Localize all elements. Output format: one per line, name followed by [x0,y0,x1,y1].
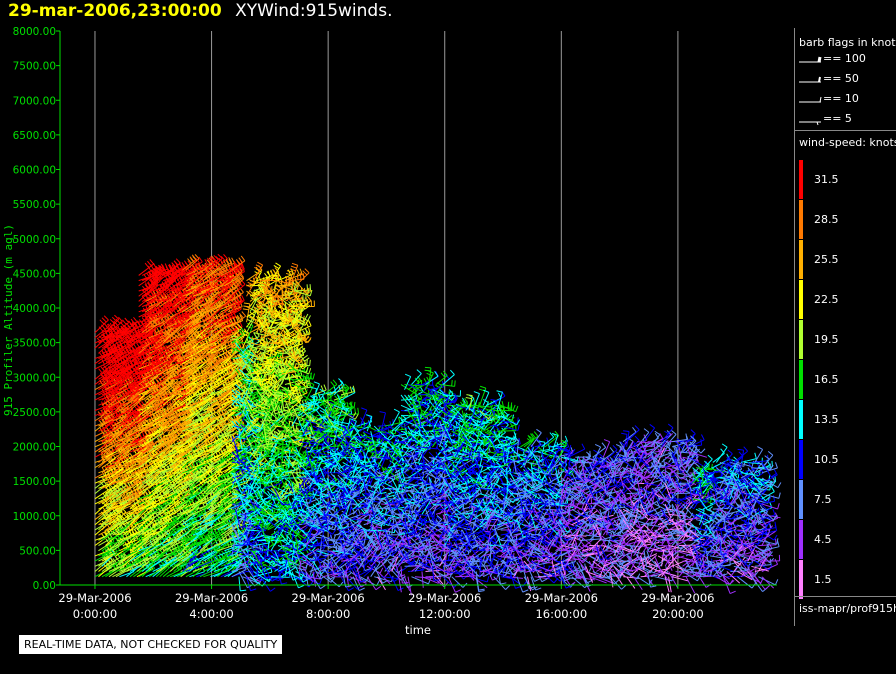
wind-barb [243,303,250,322]
